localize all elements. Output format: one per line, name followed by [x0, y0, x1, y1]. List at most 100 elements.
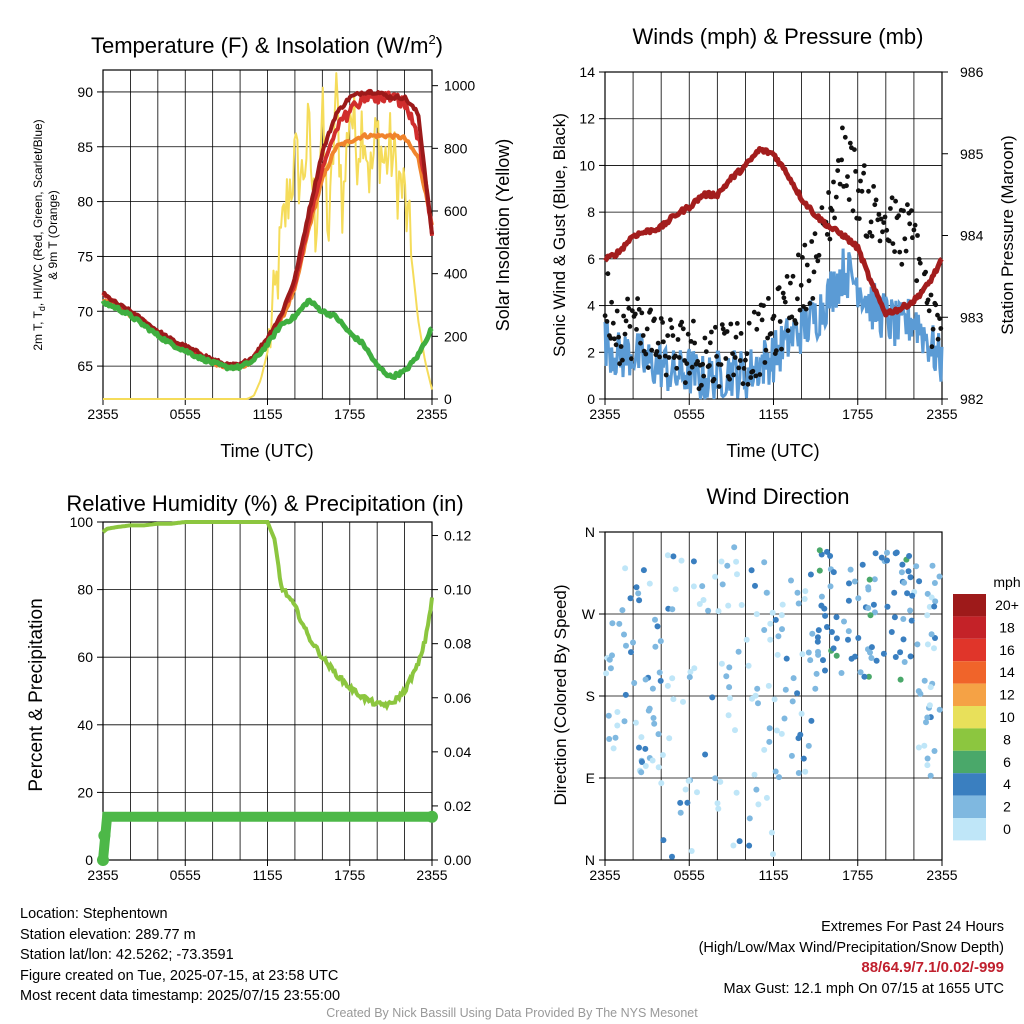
wind-direction-point: [622, 565, 629, 572]
legend-label: 8: [1003, 731, 1011, 747]
gust-point: [609, 299, 614, 305]
wind-direction-point: [705, 607, 712, 614]
gust-point: [657, 354, 662, 360]
credit-line: Created By Nick Bassill Using Data Provi…: [326, 1006, 698, 1020]
rh-line: [101, 520, 434, 712]
gust-point: [626, 305, 632, 311]
wind-direction-point: [772, 768, 779, 775]
legend-label: 0: [1003, 821, 1011, 837]
gust-point: [724, 329, 730, 334]
gust-point: [833, 194, 839, 200]
wind-direction-point: [833, 652, 840, 659]
gust-point: [859, 188, 865, 194]
precip-line: [98, 811, 432, 861]
wind-direction-point: [924, 612, 931, 619]
wind-direction-point: [884, 549, 890, 556]
wind-direction-point: [830, 645, 837, 652]
wind-direction-point: [845, 597, 852, 604]
gust-point: [635, 296, 640, 302]
gust-point: [795, 296, 800, 302]
winds-y-tick-label: 4: [587, 298, 595, 314]
wind-direction-point: [909, 592, 916, 599]
wind-direction-point: [763, 589, 770, 596]
wind-direction-point: [931, 645, 937, 652]
wind-direction-point: [905, 568, 912, 575]
gust-point: [759, 317, 765, 323]
gust-point: [730, 351, 735, 356]
wind-direction-point: [852, 653, 858, 660]
wind-direction-point: [680, 698, 686, 705]
wdir-x-tick-label: 2355: [589, 867, 620, 883]
gust-point: [768, 331, 774, 336]
legend-swatch: [953, 750, 986, 774]
temp-x-tick-label: 1155: [252, 406, 282, 422]
sonic-wind-line: [603, 248, 944, 400]
gust-point: [622, 331, 628, 337]
gust-point: [675, 337, 681, 342]
gust-point: [916, 256, 922, 262]
precip-y-tick-label: 0.10: [444, 582, 471, 598]
wdir-x-tick-label: 2355: [926, 867, 957, 883]
rh-title: Relative Humidity (%) & Precipitation (i…: [66, 491, 463, 516]
wind-direction-point: [642, 763, 649, 769]
gust-point: [685, 331, 691, 337]
wind-direction-point: [753, 611, 760, 618]
wind-direction-point: [767, 620, 774, 627]
gust-point: [636, 307, 642, 312]
insolation-y-tick-label: 600: [444, 203, 468, 219]
gust-point: [793, 321, 799, 326]
wind-direction-point: [677, 799, 684, 806]
wind-direction-point: [753, 786, 760, 793]
rh-x-tick-label: 0555: [170, 867, 201, 883]
wind-direction-point: [743, 636, 750, 643]
gust-point: [917, 260, 923, 266]
wind-direction-point: [781, 715, 788, 722]
gust-point: [733, 334, 739, 340]
gust-point: [914, 278, 920, 284]
gust-point: [632, 311, 638, 317]
wind-direction-point: [807, 657, 814, 664]
station-location: Location: Stephentown: [20, 906, 168, 922]
gust-point: [789, 314, 795, 320]
pressure-ylabel: Station Pressure (Maroon): [998, 135, 1017, 334]
temp-xlabel: Time (UTC): [220, 441, 313, 461]
gust-point: [649, 347, 655, 353]
wind-direction-point: [921, 677, 928, 684]
gust-point: [669, 325, 675, 331]
wind-direction-point: [888, 629, 895, 635]
gust-point: [638, 340, 643, 346]
winds-title: Winds (mph) & Pressure (mb): [633, 24, 924, 49]
gust-point: [734, 321, 740, 326]
gust-point: [893, 198, 898, 204]
gust-point: [673, 353, 678, 359]
gust-point: [889, 195, 895, 201]
wind-direction-point: [815, 627, 822, 634]
legend-title: mph: [993, 574, 1020, 590]
insolation-ylabel: Solar Insolation (Yellow): [493, 139, 513, 331]
wind-direction-point: [891, 614, 898, 621]
gust-point: [692, 340, 697, 346]
gust-point: [876, 212, 882, 217]
wind-direction-point: [805, 742, 812, 749]
wind-direction-point: [907, 574, 914, 581]
wind-direction-point: [642, 745, 649, 752]
gust-point: [604, 319, 610, 324]
gust-point: [753, 373, 759, 379]
wind-direction-point: [714, 800, 721, 807]
wind-direction-point: [913, 563, 920, 570]
rh-y-tick-label: 60: [77, 649, 93, 665]
gust-point: [937, 316, 942, 321]
temp-y-tick-label: 85: [77, 139, 93, 155]
gust-point: [806, 278, 812, 284]
wind-direction-point: [734, 571, 740, 578]
gust-point: [790, 273, 796, 279]
wind-direction-point: [816, 547, 823, 554]
gust-point: [634, 327, 639, 332]
pressure-y-tick-label: 983: [960, 309, 984, 325]
gust-point: [771, 313, 777, 319]
wind-direction-point: [878, 554, 885, 561]
precip-end-point: [426, 810, 438, 823]
wind-direction-point: [603, 670, 610, 677]
gust-point: [714, 354, 719, 359]
wdir-x-tick-label: 1155: [758, 867, 788, 883]
